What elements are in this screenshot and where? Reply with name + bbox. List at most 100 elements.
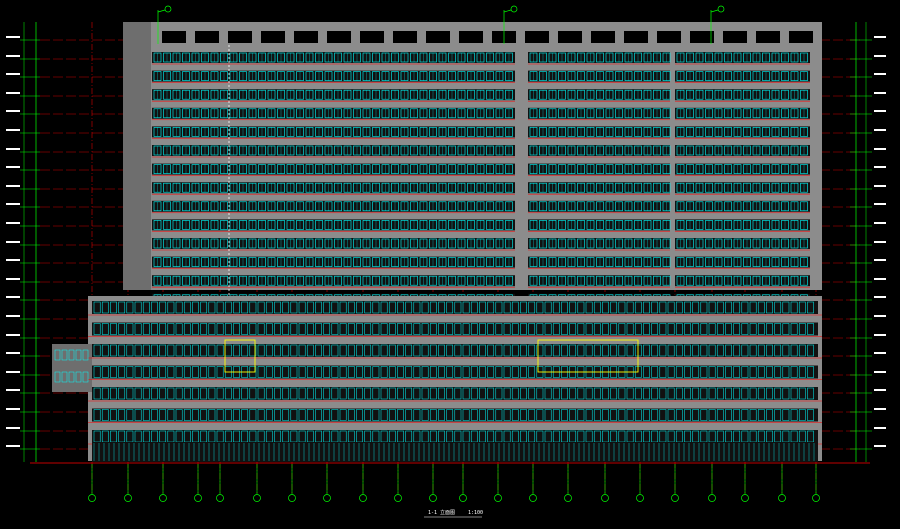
podium-window	[610, 344, 618, 357]
podium-window	[544, 301, 552, 314]
podium-window	[274, 387, 281, 400]
podium-window	[470, 301, 478, 314]
level-label	[874, 73, 886, 75]
axis-bubble	[494, 494, 502, 502]
podium-window	[167, 301, 175, 314]
window-band	[528, 145, 670, 156]
podium-wing	[52, 344, 92, 392]
podium-window	[183, 366, 191, 378]
podium-window	[380, 323, 388, 335]
podium-window	[807, 323, 814, 335]
podium-window	[397, 387, 404, 400]
podium-window	[167, 387, 175, 400]
axis-bubble	[124, 494, 132, 502]
podium-window	[511, 387, 519, 400]
window-band	[528, 256, 670, 268]
axis-bubbles	[88, 464, 820, 502]
podium-window	[684, 387, 691, 400]
podium-window	[495, 409, 503, 421]
podium-window	[593, 344, 601, 357]
podium-window	[142, 344, 150, 357]
podium-window	[511, 409, 519, 421]
podium-window	[643, 409, 650, 421]
podium-window	[446, 366, 454, 378]
podium-window	[175, 323, 183, 335]
podium-window	[520, 366, 527, 378]
podium-window	[749, 366, 757, 378]
podium-window	[757, 301, 765, 314]
podium-window	[233, 301, 240, 314]
podium-window	[700, 409, 708, 421]
podium-window	[577, 301, 585, 314]
podium-window	[569, 301, 577, 314]
level-label	[874, 148, 886, 150]
podium-window	[757, 409, 765, 421]
podium-window	[807, 301, 814, 314]
podium-window	[282, 366, 290, 378]
podium-window	[659, 366, 667, 378]
drawing-title-block: 1-1 立面图 1:100	[424, 509, 483, 518]
podium-window	[503, 323, 511, 335]
podium-window	[339, 323, 347, 335]
podium-window	[438, 323, 445, 335]
podium-window	[495, 344, 503, 357]
podium-window	[585, 409, 593, 421]
podium-window	[306, 301, 314, 314]
level-label	[6, 352, 20, 354]
podium-window	[561, 344, 568, 357]
podium-window	[667, 323, 675, 335]
podium-window	[397, 301, 404, 314]
podium-window	[544, 387, 552, 400]
podium-window	[257, 344, 265, 357]
podium-window	[479, 387, 486, 400]
podium-window	[725, 387, 732, 400]
podium-window	[118, 366, 126, 378]
wing-window	[68, 371, 75, 383]
podium-window	[142, 409, 150, 421]
podium-window	[495, 323, 503, 335]
podium-window	[790, 344, 798, 357]
level-label	[6, 334, 20, 336]
roof-opening	[393, 31, 417, 43]
podium-window	[700, 301, 708, 314]
podium-window	[618, 344, 626, 357]
podium-window	[298, 366, 306, 378]
axis-bubble	[194, 494, 202, 502]
axis-bubble	[636, 494, 644, 502]
podium-window	[142, 301, 150, 314]
podium-window	[183, 344, 191, 357]
podium-window	[798, 409, 806, 421]
level-label	[874, 241, 886, 243]
roof-opening	[459, 31, 483, 43]
podium-window	[101, 409, 109, 421]
podium-window	[692, 409, 700, 421]
podium-window	[241, 323, 249, 335]
podium-window	[257, 387, 265, 400]
level-label	[874, 259, 886, 261]
podium-window	[241, 301, 249, 314]
podium-window	[249, 387, 257, 400]
podium-window	[585, 323, 593, 335]
level-label	[6, 371, 20, 373]
podium-window	[733, 301, 741, 314]
podium-window	[757, 323, 765, 335]
podium-window	[339, 387, 347, 400]
podium-window	[503, 366, 511, 378]
podium-window	[528, 301, 536, 314]
level-label	[6, 445, 20, 447]
podium-window	[725, 323, 732, 335]
podium-window	[495, 301, 503, 314]
podium-window	[782, 344, 790, 357]
level-label	[874, 129, 886, 131]
podium-window	[151, 409, 158, 421]
podium-window	[757, 366, 765, 378]
roof-opening	[657, 31, 681, 43]
podium-window	[306, 323, 314, 335]
right-dimension-chain	[850, 22, 886, 462]
podium-window	[618, 409, 626, 421]
podium-window	[725, 366, 732, 378]
podium-window	[151, 301, 158, 314]
podium-window	[520, 301, 527, 314]
podium-window	[380, 344, 388, 357]
podium-window	[405, 366, 413, 378]
